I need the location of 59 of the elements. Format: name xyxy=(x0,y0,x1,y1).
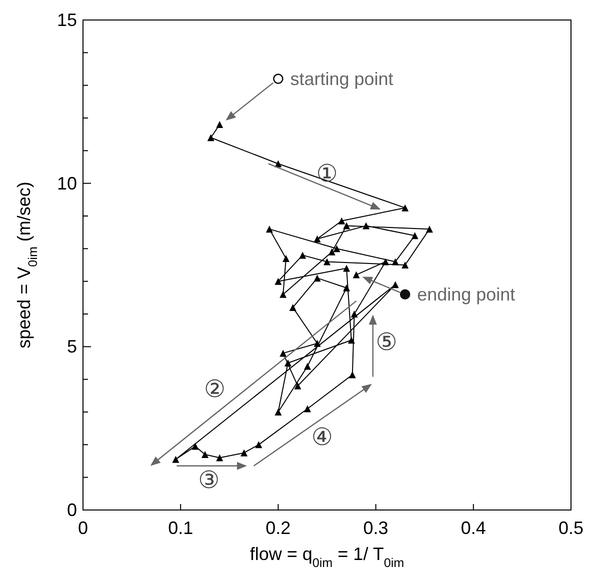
point xyxy=(343,284,350,292)
point xyxy=(289,304,296,311)
point xyxy=(392,258,399,266)
annotation: ending point xyxy=(417,284,516,304)
point xyxy=(172,456,180,463)
point xyxy=(255,441,262,448)
point xyxy=(314,235,321,242)
point xyxy=(304,362,311,370)
annotation: starting point xyxy=(290,68,394,89)
point xyxy=(362,222,370,230)
x-tick-label: 0.2 xyxy=(266,518,291,538)
x-tick-label: 0.5 xyxy=(558,518,584,538)
point xyxy=(402,204,409,212)
point xyxy=(202,450,208,458)
point xyxy=(274,278,282,285)
point xyxy=(192,442,199,450)
annotation: ⑤ xyxy=(376,328,398,356)
point xyxy=(216,121,224,128)
point xyxy=(280,350,287,357)
point xyxy=(299,252,306,259)
point xyxy=(411,232,418,240)
point xyxy=(402,262,409,268)
point xyxy=(240,449,248,456)
point xyxy=(266,226,273,233)
x-tick-label: 0.1 xyxy=(168,518,194,538)
point xyxy=(352,271,360,278)
y-tick-label: 5 xyxy=(66,336,77,357)
annotation: ① xyxy=(316,160,338,188)
point xyxy=(338,217,346,224)
y-tick-label: 10 xyxy=(56,173,77,194)
point xyxy=(324,258,330,266)
point xyxy=(350,310,358,318)
point xyxy=(382,258,390,266)
point xyxy=(284,360,292,366)
point xyxy=(392,281,399,288)
point xyxy=(207,134,214,142)
point xyxy=(282,254,290,262)
point xyxy=(314,340,321,347)
point xyxy=(314,274,321,282)
y-tick-label: 15 xyxy=(56,10,77,30)
point xyxy=(216,454,224,462)
annotation: ③ xyxy=(198,466,220,494)
x-axis-title: flow = q$_{0im}$ = 1/ T$_{0im}$ xyxy=(250,544,404,570)
point xyxy=(333,245,340,252)
point xyxy=(348,371,356,378)
point xyxy=(343,264,350,272)
x-tick-label: 0.4 xyxy=(460,518,486,538)
point xyxy=(328,248,336,256)
point xyxy=(426,226,433,233)
annotation: ② xyxy=(204,375,226,404)
point xyxy=(294,382,302,390)
y-tick-label: 0 xyxy=(66,500,77,520)
point xyxy=(280,290,287,298)
x-tick-label: 0.3 xyxy=(363,518,388,538)
annotation: ④ xyxy=(311,422,333,451)
point xyxy=(343,222,350,230)
point xyxy=(304,405,311,412)
point xyxy=(274,408,282,416)
point xyxy=(348,336,355,344)
